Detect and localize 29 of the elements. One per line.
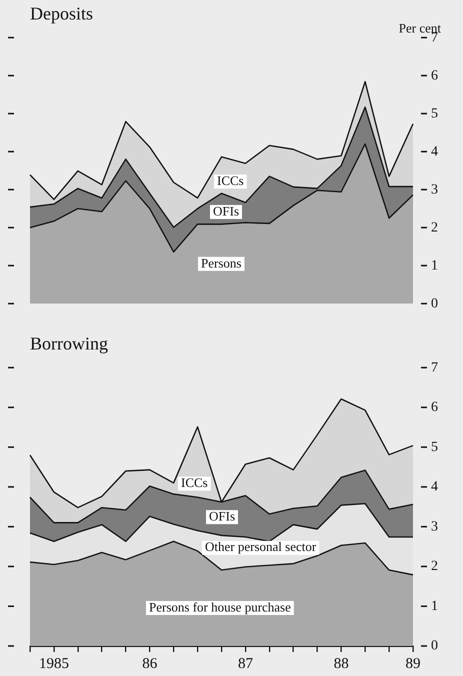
series-label: Persons for house purchase — [148, 599, 292, 614]
y-tick-label: 4 — [431, 480, 438, 495]
x-tick-label: 86 — [142, 656, 158, 672]
y-tick-label: 0 — [431, 638, 438, 654]
series-label: OFIs — [208, 508, 236, 524]
x-tick-label: 88 — [334, 656, 349, 672]
series-label: Other personal sector — [204, 539, 317, 554]
y-tick-label: 1 — [431, 258, 438, 274]
series-label: Persons — [200, 255, 242, 270]
x-tick-label: 87 — [238, 656, 254, 672]
y-tick-label: 2 — [431, 559, 438, 574]
chart-title: Deposits — [30, 4, 93, 24]
y-tick-label: 3 — [431, 182, 438, 198]
series-label: OFIs — [212, 203, 240, 218]
series-label: ICCs — [217, 173, 244, 188]
y-tick-label: 1 — [431, 598, 438, 614]
series-label: ICCs — [181, 475, 208, 490]
y-tick-label: 2 — [431, 220, 438, 236]
chart-title: Borrowing — [30, 334, 108, 354]
y-tick-label: 6 — [431, 400, 438, 416]
x-tick-label: 1985 — [38, 656, 69, 672]
y-tick-label: 4 — [431, 144, 438, 160]
y-tick-label: 7 — [431, 360, 438, 376]
y-tick-label: 5 — [431, 440, 438, 455]
y-tick-label: 0 — [431, 296, 438, 312]
y-tick-label: 5 — [431, 106, 438, 122]
y-tick-label: 3 — [431, 519, 438, 534]
y-tick-label: 6 — [431, 68, 438, 84]
x-tick-label: 89 — [406, 656, 420, 672]
